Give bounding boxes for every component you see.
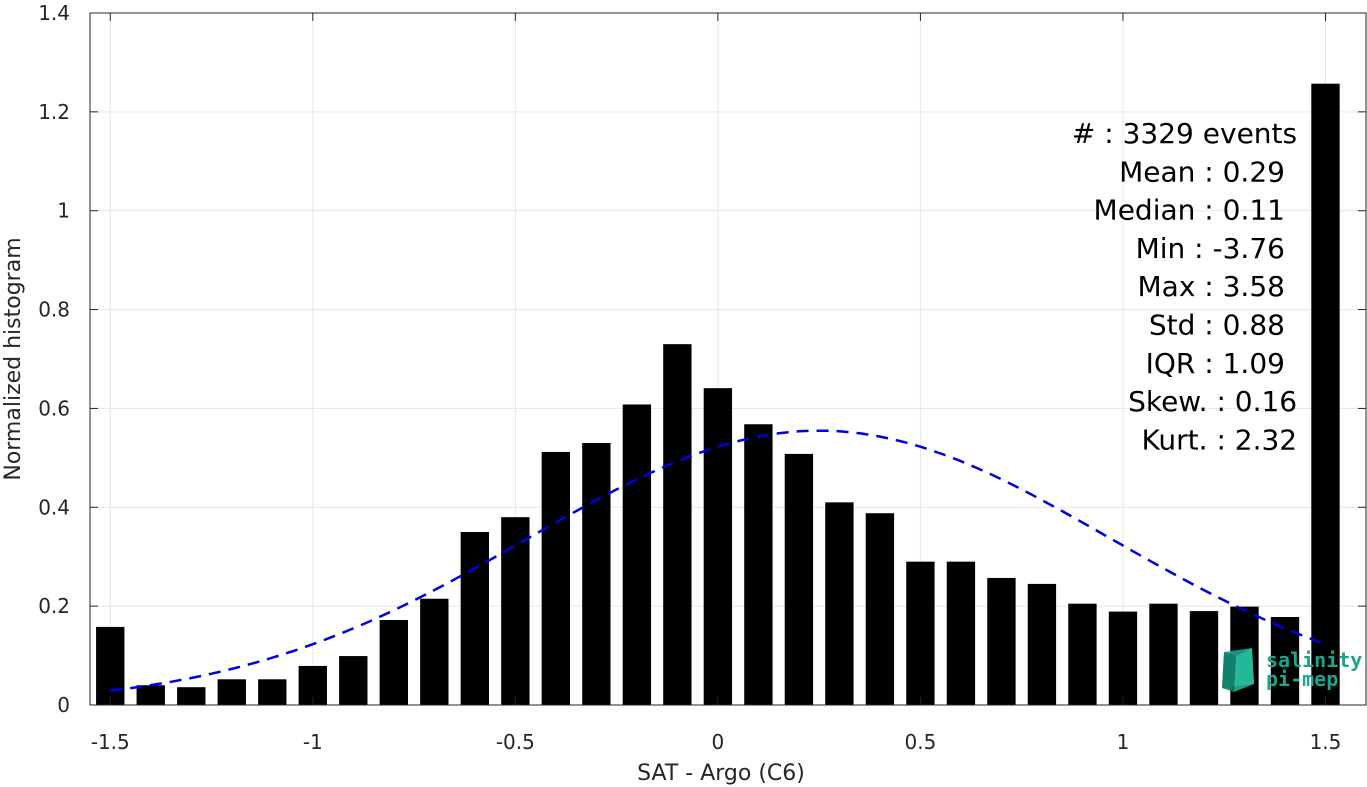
histogram-bar (906, 561, 935, 705)
salinity-pimep-logo: salinity pi-mep (1222, 648, 1362, 692)
stats-line: Skew. : 0.16 (1128, 385, 1297, 418)
x-tick-label: -1.5 (91, 730, 130, 754)
histogram-bar (136, 685, 165, 705)
stats-line: Median : 0.11 (1094, 194, 1285, 227)
stats-line: IQR : 1.09 (1146, 347, 1285, 380)
stats-line: Mean : 0.29 (1119, 155, 1285, 188)
y-tick-label: 0.8 (38, 298, 70, 322)
y-tick-label: 0 (57, 693, 70, 717)
histogram-bar (1149, 603, 1178, 705)
x-tick-label: 1 (1117, 730, 1130, 754)
x-tick-label: -1 (303, 730, 323, 754)
x-tick-label: 0 (712, 730, 725, 754)
x-tick-label: -0.5 (496, 730, 535, 754)
histogram-bar (501, 517, 530, 705)
x-tick-label: 1.5 (1310, 730, 1342, 754)
histogram-bar (96, 626, 125, 705)
logo-cube-icon (1222, 648, 1254, 692)
stats-line: Max : 3.58 (1138, 270, 1285, 303)
stats-line: Std : 0.88 (1149, 309, 1285, 342)
histogram-bar (339, 656, 368, 705)
histogram-bar (663, 344, 692, 705)
stats-line: # : 3329 events (1072, 117, 1297, 150)
histogram-bar (825, 502, 854, 705)
histogram-bar (987, 577, 1016, 705)
y-tick-label: 0.2 (38, 594, 70, 618)
histogram-bar (379, 619, 408, 705)
histogram-bar (541, 451, 571, 705)
histogram-bar (784, 453, 814, 705)
histogram-bar (217, 679, 246, 705)
y-tick-label: 0.4 (38, 495, 70, 519)
histogram-bar (1027, 583, 1057, 705)
y-axis-label: Normalized histogram (1, 237, 26, 480)
stats-annotation: # : 3329 events Mean : 0.29 Median : 0.11 M… (1072, 117, 1297, 456)
y-tick-label: 0.6 (38, 396, 70, 420)
x-axis-label: SAT - Argo (C6) (637, 761, 805, 786)
x-tick-label: 0.5 (905, 730, 937, 754)
gaussian-fit-curve (110, 429, 1326, 692)
y-tick-label: 1 (57, 199, 70, 223)
histogram-bar (1189, 611, 1219, 705)
axis-ticks (90, 12, 1366, 706)
histogram-bar (946, 561, 976, 705)
histogram-bar (460, 532, 490, 705)
histogram-bar (865, 513, 895, 705)
plot-frame (89, 12, 1367, 706)
histogram-bar (622, 404, 652, 705)
histogram-bar (744, 424, 773, 705)
y-tick-label: 1.4 (38, 1, 70, 25)
y-tick-label: 1.2 (38, 100, 70, 124)
histogram-bar (177, 687, 206, 705)
logo-text-pimep: pi-mep (1266, 667, 1338, 691)
histogram-bar (420, 598, 449, 705)
histogram-bars (96, 83, 1340, 705)
histogram-bar (1068, 603, 1097, 705)
histogram-bar (1311, 83, 1340, 705)
logo-text-salinity: salinity (1266, 648, 1362, 672)
grid-lines (90, 12, 1366, 706)
histogram-bar (582, 443, 611, 705)
histogram-bar (703, 388, 733, 705)
stats-line: Kurt. : 2.32 (1141, 423, 1297, 456)
stats-line: Min : -3.76 (1136, 232, 1285, 265)
tick-labels: -1.5 -1 -0.5 0 0.5 1 1.5 0 0.2 0.4 0.6 0.8 1 1.2 1.4 (38, 1, 1341, 754)
histogram-bar (1108, 611, 1138, 705)
histogram-bar (258, 679, 287, 705)
